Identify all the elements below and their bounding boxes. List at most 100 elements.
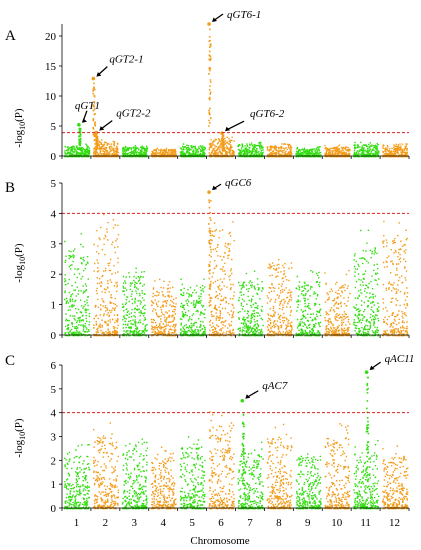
- peak-arrowhead-qGT2-1: [96, 72, 102, 77]
- y-tick-label: 1: [51, 479, 57, 491]
- panel-a: A -log10(P) qGT1 qGT2-1 qGT2-2 qGT6-1 qGT6-2…: [5, 9, 410, 163]
- chromosome-6-points: [208, 221, 235, 337]
- panel-b: B -log10(P) qGC6 0 1 2 3 4 5: [5, 177, 410, 342]
- peak-arrowhead-qGT6-2: [225, 126, 231, 132]
- chromosome-10-points: [324, 423, 351, 510]
- peak-point-qAC7: [240, 398, 245, 403]
- peak-column-qGT2-1: [92, 82, 96, 142]
- peak-point-qGT6-1: [207, 22, 211, 26]
- peak-column-qAC11: [365, 376, 370, 483]
- panel-a-plot: qGT1 qGT2-1 qGT2-2 qGT6-1 qGT6-2 0 5 10 15 20: [45, 9, 410, 163]
- panel-c-letter: C: [5, 353, 15, 369]
- chromosome-label-2: 2: [103, 517, 109, 529]
- peak-point-qGT2-1: [91, 76, 96, 81]
- peak-label-qGT2-1: qGT2-1: [109, 54, 143, 66]
- chromosome-axis-labels: 1 2 3 4 5 6 7 8 9 10 11 12: [74, 517, 400, 529]
- chromosome-2-points: [92, 422, 120, 510]
- y-tick-label: 3: [51, 239, 57, 251]
- y-tick-label: 0: [51, 151, 57, 163]
- chromosome-9-points: [295, 270, 322, 337]
- chromosome-6-points: [208, 411, 235, 510]
- chromosome-12-points: [382, 220, 409, 337]
- peak-column-qGT2-2: [95, 134, 99, 151]
- chromosome-label-3: 3: [132, 517, 138, 529]
- panel-c-ylabel: -log10(P): [13, 418, 27, 458]
- panel-a-ylabel: -log10(P): [13, 108, 27, 148]
- chromosome-10-points: [324, 270, 351, 337]
- chromosome-5-points: [179, 143, 206, 158]
- peak-arrow-qGT6-2: [225, 120, 245, 131]
- peak-label-qAC11: qAC11: [385, 353, 415, 365]
- chromosome-11-points: [353, 229, 380, 337]
- chromosome-2-points: [92, 213, 120, 337]
- peak-arrowhead-qGT1: [81, 118, 87, 123]
- peak-column-qGT6-2: [221, 134, 225, 151]
- peak-point-qAC11: [364, 370, 369, 374]
- chromosome-12-points: [382, 445, 409, 510]
- y-tick-label: 6: [51, 360, 57, 372]
- y-tick-label: 1: [51, 300, 57, 312]
- peak-label-qGT2-2: qGT2-2: [116, 108, 151, 120]
- peak-point-qGT2-2: [94, 130, 99, 135]
- chromosome-3-points: [121, 267, 148, 337]
- y-tick-label: 5: [51, 384, 57, 396]
- y-tick-label: 4: [51, 408, 57, 420]
- y-tick-label: 4: [51, 208, 57, 220]
- y-tick-label: 15: [45, 61, 57, 73]
- chromosome-5-points: [179, 278, 206, 337]
- chromosome-7-points: [237, 270, 264, 337]
- y-tick-label: 2: [51, 269, 57, 281]
- peak-point-qGC6: [207, 190, 211, 194]
- chromosome-label-1: 1: [74, 517, 80, 529]
- peak-column-qAC7: [241, 413, 245, 486]
- chromosome-3-points: [121, 438, 149, 510]
- y-tick-label: 0: [51, 330, 57, 342]
- panel-b-plot: qGC6 0 1 2 3 4 5: [51, 177, 410, 342]
- y-tick-label: 5: [51, 121, 57, 133]
- y-tick-label: 0: [51, 503, 57, 515]
- peak-arrowhead-qGC6: [212, 185, 218, 191]
- peak-label-qGT6-2: qGT6-2: [250, 108, 285, 120]
- chromosome-label-6: 6: [218, 517, 224, 529]
- chromosome-8-points: [266, 423, 293, 510]
- chromosome-6-points: [208, 136, 235, 158]
- chromosome-label-10: 10: [331, 517, 343, 529]
- panel-b-letter: B: [5, 180, 15, 196]
- panel-a-letter: A: [5, 28, 16, 44]
- chromosome-12-points: [382, 143, 409, 158]
- chromosome-label-9: 9: [305, 517, 311, 529]
- peak-column-qGT1: [78, 127, 82, 152]
- peak-arrowhead-qAC11: [369, 365, 375, 371]
- chromosome-11-points: [353, 141, 380, 158]
- chromosome-2-points: [93, 139, 120, 158]
- chromosome-label-8: 8: [276, 517, 282, 529]
- chromosome-label-12: 12: [389, 517, 400, 529]
- panel-b-ylabel: -log10(P): [13, 243, 27, 283]
- y-tick-label: 20: [45, 31, 57, 43]
- peak-column-qGT6-1: [208, 28, 212, 127]
- peak-label-qAC7: qAC7: [262, 380, 288, 392]
- chromosome-1-points: [64, 143, 91, 158]
- peak-label-qGT6-1: qGT6-1: [227, 9, 261, 21]
- chromosome-label-7: 7: [247, 517, 253, 529]
- chromosome-3-points: [121, 145, 149, 158]
- y-tick-label: 3: [51, 432, 57, 444]
- y-tick-label: 10: [45, 91, 57, 103]
- peak-arrowhead-qAC7: [245, 394, 251, 399]
- peak-arrowhead-qGT6-1: [212, 17, 218, 22]
- chromosome-11-points: [353, 440, 380, 510]
- peak-label-qGC6: qGC6: [225, 177, 252, 189]
- chromosome-label-4: 4: [160, 517, 166, 529]
- x-axis-label: Chromosome: [190, 535, 249, 547]
- panel-c-plot: qAC7 qAC11 0 1 2 3 4 5 6: [51, 353, 415, 515]
- chromosome-4-points: [150, 446, 177, 510]
- chromosome-label-11: 11: [360, 517, 371, 529]
- peak-column-qGC6: [208, 199, 212, 307]
- chromosome-9-points: [295, 146, 322, 158]
- chromosome-7-points: [237, 141, 264, 158]
- y-tick-label: 2: [51, 455, 57, 467]
- peak-point-qGT6-2: [220, 131, 224, 135]
- peak-point-qGT1: [77, 123, 81, 127]
- chromosome-4-points: [150, 278, 177, 337]
- chromosome-4-points: [150, 147, 178, 158]
